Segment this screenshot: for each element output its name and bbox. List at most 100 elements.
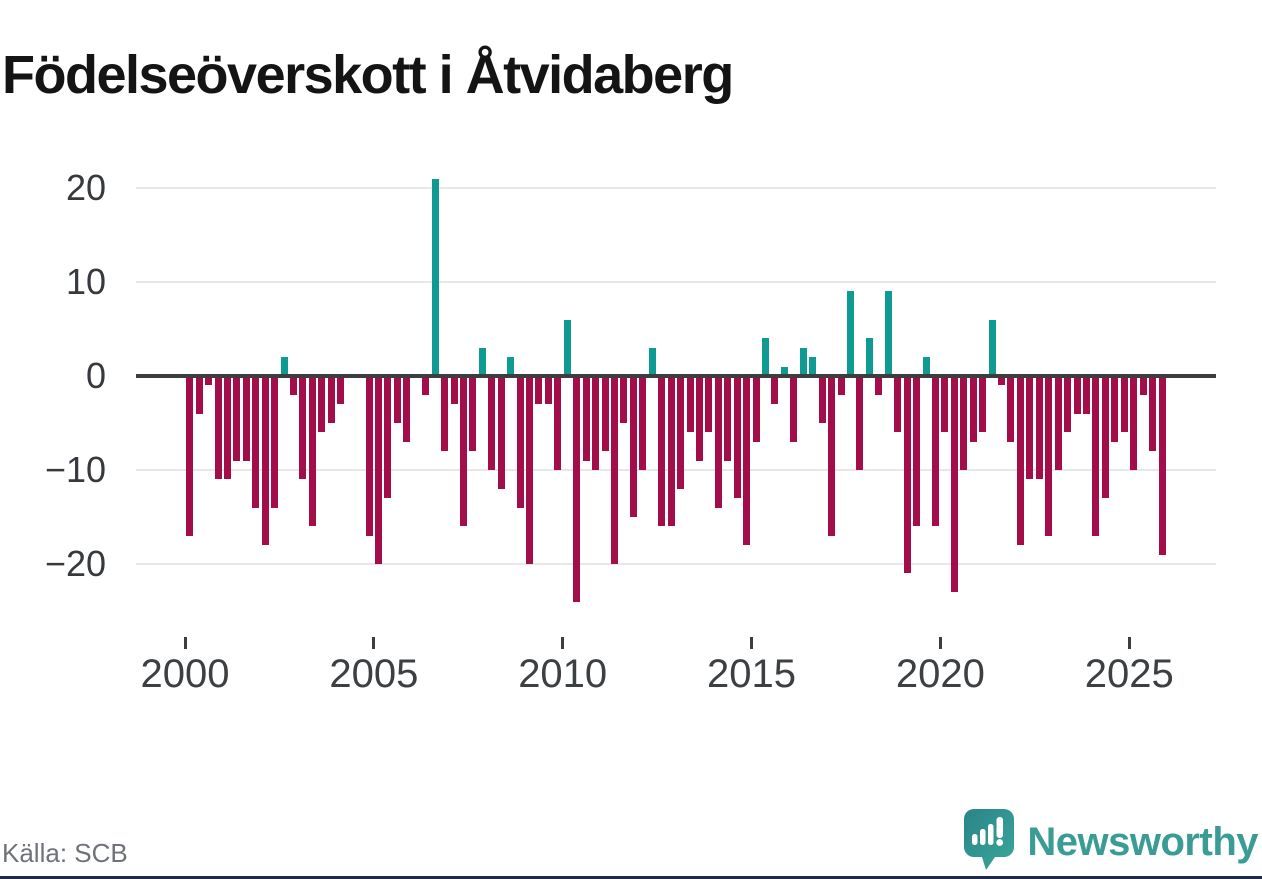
source-label: Källa: SCB — [2, 838, 128, 868]
bar — [290, 374, 298, 395]
chart-title: Födelseöverskott i Åtvidaberg — [2, 45, 734, 106]
bar — [563, 319, 571, 378]
bar — [903, 374, 911, 574]
bar — [233, 374, 241, 461]
bar — [1083, 374, 1090, 414]
x-axis-tick-mark — [938, 637, 942, 649]
grid-line — [136, 281, 1216, 283]
bar — [752, 374, 760, 442]
bar — [884, 291, 892, 378]
bar — [762, 338, 770, 378]
bar — [1007, 374, 1015, 442]
bar — [1101, 374, 1109, 499]
y-axis-tick-label: −20 — [44, 543, 106, 584]
bar — [1035, 374, 1043, 480]
bar — [847, 291, 854, 378]
bar — [875, 374, 883, 395]
bar — [629, 374, 637, 517]
bar — [384, 374, 392, 499]
bar — [1149, 374, 1157, 452]
bar — [1158, 374, 1166, 555]
x-axis-tick-mark — [1127, 637, 1131, 649]
bar — [1016, 374, 1024, 546]
bar — [865, 338, 873, 378]
bar — [724, 374, 732, 461]
x-axis-tick-label: 2020 — [895, 652, 985, 696]
y-axis-tick-label: 10 — [65, 261, 106, 302]
x-axis-tick-mark — [372, 637, 376, 649]
bar — [478, 347, 486, 378]
newsworthy-speech-bubble-bar-chart-icon — [963, 808, 1015, 877]
bar — [497, 374, 505, 489]
bar — [242, 374, 250, 461]
bar — [1073, 374, 1081, 414]
bar — [1064, 374, 1072, 433]
y-axis-tick-label: 20 — [65, 167, 106, 208]
bar — [1120, 374, 1128, 433]
bar — [393, 374, 401, 423]
bar — [695, 374, 703, 461]
bar — [1054, 374, 1062, 470]
bar — [979, 374, 987, 433]
bar — [705, 374, 713, 433]
bar — [469, 374, 477, 452]
bar — [799, 347, 807, 378]
bar — [431, 178, 439, 378]
bar — [327, 374, 335, 423]
bar — [544, 374, 552, 405]
bar — [913, 374, 921, 527]
newsworthy-logo: Newsworthy — [963, 808, 1258, 876]
newsworthy-wordmark: Newsworthy — [1027, 820, 1258, 864]
bar — [375, 374, 382, 564]
bar — [743, 374, 751, 546]
bar — [809, 357, 817, 378]
bar — [677, 374, 685, 489]
bar — [1111, 374, 1119, 442]
bar — [950, 374, 958, 593]
bar — [969, 374, 977, 442]
bar — [856, 374, 864, 470]
grid-line — [136, 187, 1216, 189]
bar — [280, 357, 288, 378]
bar — [223, 374, 231, 480]
bar — [261, 374, 269, 546]
bar — [459, 374, 467, 527]
bar — [403, 374, 411, 442]
bar — [818, 374, 826, 423]
bar — [271, 374, 279, 508]
bar — [195, 374, 203, 414]
x-axis-tick-mark — [561, 637, 565, 649]
bar — [658, 374, 666, 527]
grid-line — [136, 469, 1216, 471]
bar — [611, 374, 618, 564]
bar — [318, 374, 326, 433]
bar — [526, 374, 534, 564]
bar — [601, 374, 609, 452]
bar — [554, 374, 562, 470]
bar — [837, 374, 845, 395]
bar — [214, 374, 222, 480]
bar — [714, 374, 722, 508]
bar — [252, 374, 260, 508]
x-axis-tick-mark — [750, 637, 754, 649]
bar — [931, 374, 939, 527]
bar — [988, 319, 996, 378]
bar — [516, 374, 524, 508]
bar — [1139, 374, 1147, 395]
bar — [337, 374, 345, 405]
plot-area: 20 10 0 −10 −20 2000 2005 2010 2015 2020 2025 — [44, 167, 1216, 696]
bar — [828, 374, 836, 536]
bar — [790, 374, 798, 442]
bar — [639, 374, 647, 470]
bar — [686, 374, 694, 433]
bar — [922, 357, 930, 378]
bar — [1045, 374, 1053, 536]
bar — [205, 374, 213, 386]
footer-accent-bar — [0, 876, 1262, 879]
bar — [573, 374, 581, 602]
bar — [771, 374, 779, 405]
bar — [422, 374, 430, 395]
bar — [998, 374, 1006, 386]
y-axis-tick-label: −10 — [44, 449, 106, 490]
